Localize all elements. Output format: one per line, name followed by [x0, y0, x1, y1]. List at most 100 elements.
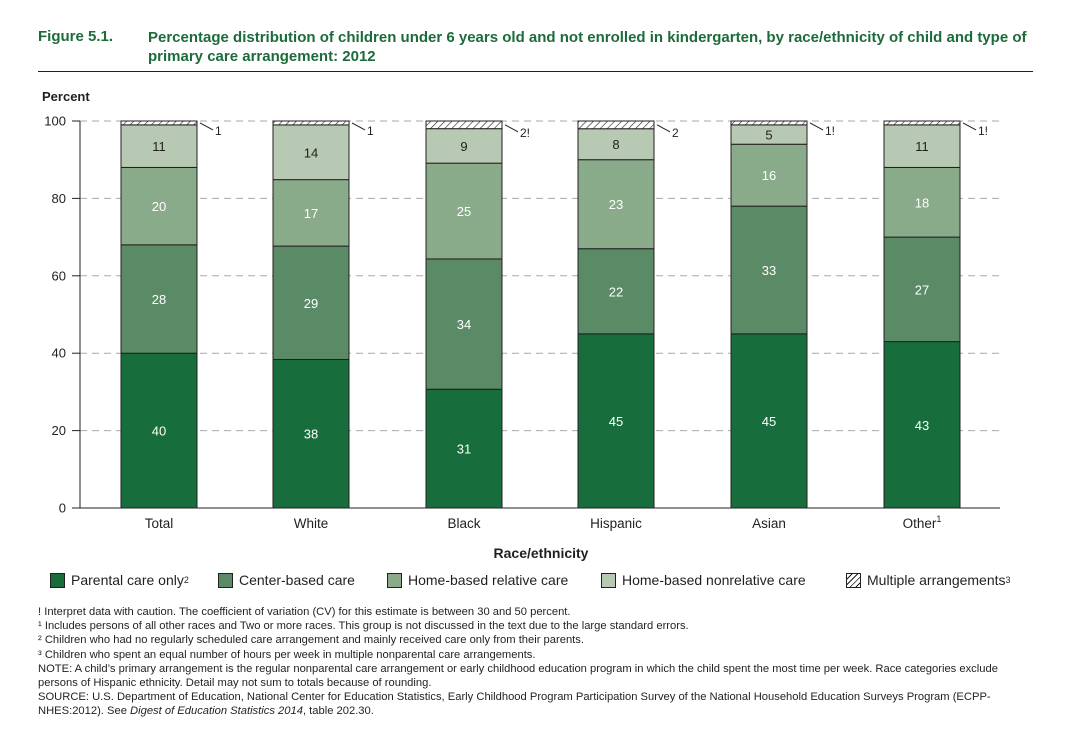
data-label: 38 — [304, 427, 318, 442]
legend-superscript: 3 — [1005, 575, 1011, 585]
data-label: 2! — [520, 126, 530, 140]
x-tick-label: Hispanic — [590, 516, 642, 531]
y-axis: 0 20 40 60 80 100 — [44, 114, 81, 516]
legend-item-multiple: Multiple arrangements 3 — [846, 570, 1011, 590]
source-italic: Digest of Education Statistics 2014 — [130, 705, 303, 718]
legend-item-center: Center-based care — [218, 570, 355, 590]
data-label: 43 — [915, 418, 929, 433]
legend-label: Center-based care — [239, 572, 355, 588]
source-suffix: , table 202.30. — [302, 705, 374, 718]
figure-number: Figure 5.1. — [38, 28, 114, 45]
legend: Parental care only 2 Center-based care Ho… — [50, 570, 1050, 592]
x-tick-label: Asian — [752, 516, 786, 531]
source-prefix: SOURCE: U.S. Department of Education, Na… — [38, 691, 991, 718]
data-label: 40 — [152, 424, 166, 439]
legend-swatch-parental — [50, 572, 65, 588]
legend-swatch-home-nonrelative — [601, 572, 616, 588]
bar-segment — [272, 179, 350, 247]
y-tick-label: 40 — [52, 346, 66, 361]
data-label: 18 — [915, 195, 929, 210]
legend-item-home-relative: Home-based relative care — [387, 570, 568, 590]
data-label: 45 — [762, 414, 776, 429]
bar-segment — [577, 120, 655, 130]
y-axis-title: Percent — [42, 89, 90, 104]
legend-superscript: 2 — [183, 575, 189, 585]
bars: 40282011138291714131342592!4522238245331… — [120, 120, 988, 509]
data-label: 27 — [915, 282, 929, 297]
callout-line — [809, 122, 824, 131]
data-label: 5 — [765, 128, 772, 143]
y-tick-label: 20 — [52, 423, 66, 438]
y-tick-label: 100 — [44, 114, 66, 129]
data-label: 9 — [460, 139, 467, 154]
x-tick-label: Other1 — [903, 514, 942, 531]
y-tick-label: 80 — [52, 191, 66, 206]
bar-segment — [425, 162, 503, 260]
data-label: 11 — [152, 139, 166, 154]
bar-segment — [272, 245, 350, 360]
data-label: 22 — [609, 284, 623, 299]
figure-title: Percentage distribution of children unde… — [148, 29, 1027, 65]
data-label: 45 — [609, 414, 623, 429]
bar-segment — [577, 159, 655, 250]
footnote-note: NOTE: A child’s primary arrangement is t… — [38, 662, 998, 690]
data-label: 25 — [457, 204, 471, 219]
footnote-1: ¹ Includes persons of all other races an… — [38, 620, 689, 633]
callout-line — [504, 124, 519, 133]
bar-segment — [577, 248, 655, 335]
bar-segment — [120, 352, 198, 509]
data-label: 1! — [825, 124, 835, 138]
data-label: 16 — [762, 168, 776, 183]
y-tick-label: 60 — [52, 268, 66, 283]
data-label: 20 — [152, 199, 166, 214]
data-label: 17 — [304, 206, 318, 221]
bar-segment — [120, 244, 198, 354]
callout-line — [351, 122, 366, 131]
x-axis-title: Race/ethnicity — [494, 545, 589, 561]
data-label: 23 — [609, 197, 623, 212]
footnote-caution: ! Interpret data with caution. The coeff… — [38, 606, 571, 618]
callout-line — [962, 122, 977, 131]
bar-segment — [883, 236, 961, 343]
bar-segment — [120, 166, 198, 246]
bar-segment — [272, 120, 350, 126]
legend-label: Parental care only — [71, 572, 184, 588]
legend-item-home-nonrelative: Home-based nonrelative care — [601, 570, 806, 590]
data-label: 14 — [304, 145, 318, 160]
data-label: 29 — [304, 296, 318, 311]
data-label: 8 — [612, 137, 619, 152]
data-label: 33 — [762, 263, 776, 278]
bar-segment — [425, 120, 503, 130]
bar-segment — [425, 128, 503, 164]
data-label: 11 — [915, 139, 929, 154]
legend-swatch-multiple — [846, 572, 861, 588]
x-tick-label: Black — [447, 516, 480, 531]
data-label: 1 — [215, 124, 222, 138]
bar-segment — [577, 128, 655, 161]
callout-line — [199, 122, 214, 131]
x-tick-superscript: 1 — [936, 514, 941, 524]
legend-label: Home-based nonrelative care — [622, 572, 806, 588]
bar-segment — [120, 120, 198, 126]
legend-swatch-center — [218, 572, 233, 588]
bar-segment — [272, 358, 350, 509]
bar-segment — [425, 258, 503, 390]
x-axis: Total White Black Hispanic Asian Other1 — [80, 507, 1000, 531]
callout-line — [656, 124, 671, 133]
bar-segment — [425, 388, 503, 509]
gridlines — [80, 120, 1000, 432]
legend-label: Multiple arrangements — [867, 572, 1006, 588]
legend-item-parental: Parental care only 2 — [50, 570, 189, 590]
footnote-3: ³ Children who spent an equal number of … — [38, 648, 536, 661]
bar-segment — [883, 120, 961, 126]
source-note: SOURCE: U.S. Department of Education, Na… — [38, 690, 1033, 718]
footnote-2: ² Children who had no regularly schedule… — [38, 634, 584, 647]
x-tick-label: Total — [145, 516, 174, 531]
legend-label: Home-based relative care — [408, 572, 569, 588]
bar-segment — [120, 124, 198, 168]
bar-segment — [883, 124, 961, 168]
bar-segment — [883, 166, 961, 238]
bar-segment — [730, 143, 808, 207]
data-label: 1 — [367, 124, 374, 138]
